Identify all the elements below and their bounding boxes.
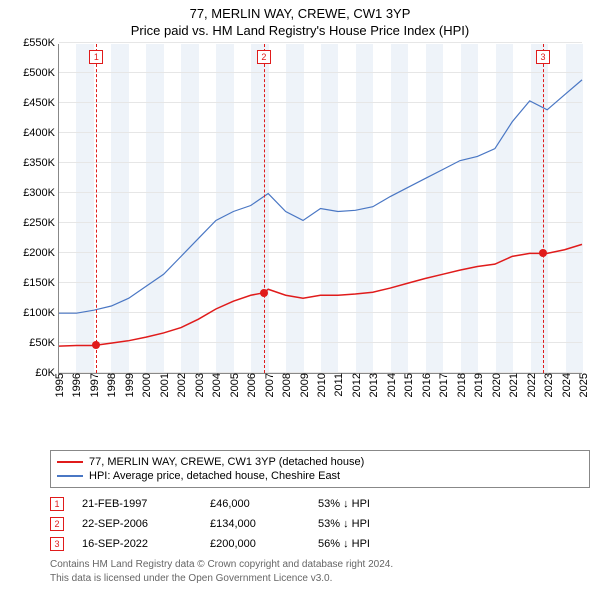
x-tick-label: 2007 (262, 373, 276, 397)
x-tick-label: 2025 (576, 373, 590, 397)
x-tick-label: 2013 (366, 373, 380, 397)
x-tick-label: 1996 (69, 373, 83, 397)
x-tick-label: 2020 (489, 373, 503, 397)
y-tick-label: £250K (23, 217, 59, 229)
y-tick-label: £200K (23, 247, 59, 259)
x-tick-label: 2014 (384, 373, 398, 397)
x-tick-label: 2015 (401, 373, 415, 397)
footnote-line: This data is licensed under the Open Gov… (50, 572, 590, 586)
event-marker-box: 3 (536, 50, 550, 64)
series-line-property (59, 244, 582, 346)
chart-area: £0K£50K£100K£150K£200K£250K£300K£350K£40… (10, 44, 590, 412)
event-date: 21-FEB-1997 (82, 498, 192, 510)
event-index-box: 3 (50, 537, 64, 551)
footnote-line: Contains HM Land Registry data © Crown c… (50, 558, 590, 572)
y-gridline (59, 42, 582, 43)
x-tick-label: 2009 (297, 373, 311, 397)
title-address: 77, MERLIN WAY, CREWE, CW1 3YP (0, 6, 600, 21)
x-tick-label: 2002 (174, 373, 188, 397)
x-tick-label: 2022 (524, 373, 538, 397)
title-block: 77, MERLIN WAY, CREWE, CW1 3YP Price pai… (0, 0, 600, 40)
event-marker-line (96, 44, 97, 373)
event-price: £134,000 (210, 518, 300, 530)
x-tick-label: 2023 (541, 373, 555, 397)
legend-label: HPI: Average price, detached house, Ches… (89, 470, 340, 482)
series-line-hpi (59, 80, 582, 313)
x-tick-label: 2018 (454, 373, 468, 397)
y-tick-label: £50K (29, 337, 59, 349)
event-price: £46,000 (210, 498, 300, 510)
x-tick-label: 2001 (157, 373, 171, 397)
event-marker-line (543, 44, 544, 373)
legend-swatch (57, 461, 83, 463)
x-tick-label: 2011 (331, 373, 345, 397)
event-marker-dot (260, 289, 268, 297)
event-marker-line (264, 44, 265, 373)
y-tick-label: £400K (23, 127, 59, 139)
event-marker-dot (92, 341, 100, 349)
event-marker-box: 2 (257, 50, 271, 64)
line-series-svg (59, 44, 582, 373)
figure-container: 77, MERLIN WAY, CREWE, CW1 3YP Price pai… (0, 0, 600, 590)
event-marker-dot (539, 249, 547, 257)
x-tick-label: 2005 (227, 373, 241, 397)
legend-row: HPI: Average price, detached house, Ches… (57, 469, 583, 483)
x-tick-label: 2006 (244, 373, 258, 397)
event-delta: 53% ↓ HPI (318, 518, 590, 530)
event-marker-box: 1 (89, 50, 103, 64)
event-delta: 56% ↓ HPI (318, 538, 590, 550)
legend-swatch (57, 475, 83, 477)
event-delta: 53% ↓ HPI (318, 498, 590, 510)
event-row: 3 16-SEP-2022 £200,000 56% ↓ HPI (50, 534, 590, 554)
x-tick-label: 2012 (349, 373, 363, 397)
y-tick-label: £100K (23, 307, 59, 319)
legend: 77, MERLIN WAY, CREWE, CW1 3YP (detached… (50, 450, 590, 488)
legend-row: 77, MERLIN WAY, CREWE, CW1 3YP (detached… (57, 455, 583, 469)
event-table: 1 21-FEB-1997 £46,000 53% ↓ HPI 2 22-SEP-2006… (50, 494, 590, 554)
y-tick-label: £550K (23, 37, 59, 49)
x-tick-label: 2019 (471, 373, 485, 397)
event-date: 16-SEP-2022 (82, 538, 192, 550)
x-tick-label: 2008 (279, 373, 293, 397)
x-tick-label: 2003 (192, 373, 206, 397)
event-index-box: 1 (50, 497, 64, 511)
plot-area: £0K£50K£100K£150K£200K£250K£300K£350K£40… (58, 44, 582, 374)
y-tick-label: £150K (23, 277, 59, 289)
x-tick-label: 1997 (87, 373, 101, 397)
x-tick-label: 2010 (314, 373, 328, 397)
title-subtitle: Price paid vs. HM Land Registry's House … (0, 23, 600, 38)
event-row: 1 21-FEB-1997 £46,000 53% ↓ HPI (50, 494, 590, 514)
y-tick-label: £500K (23, 67, 59, 79)
x-tick-label: 1998 (104, 373, 118, 397)
x-tick-label: 2004 (209, 373, 223, 397)
legend-label: 77, MERLIN WAY, CREWE, CW1 3YP (detached… (89, 456, 364, 468)
x-tick-label: 2000 (139, 373, 153, 397)
event-index-box: 2 (50, 517, 64, 531)
y-tick-label: £300K (23, 187, 59, 199)
x-tick-label: 2021 (506, 373, 520, 397)
y-tick-label: £350K (23, 157, 59, 169)
event-date: 22-SEP-2006 (82, 518, 192, 530)
y-tick-label: £450K (23, 97, 59, 109)
footnote: Contains HM Land Registry data © Crown c… (50, 558, 590, 585)
event-price: £200,000 (210, 538, 300, 550)
x-tick-label: 2024 (559, 373, 573, 397)
event-row: 2 22-SEP-2006 £134,000 53% ↓ HPI (50, 514, 590, 534)
x-tick-label: 1999 (122, 373, 136, 397)
x-tick-label: 1995 (52, 373, 66, 397)
x-tick-label: 2017 (436, 373, 450, 397)
x-tick-label: 2016 (419, 373, 433, 397)
